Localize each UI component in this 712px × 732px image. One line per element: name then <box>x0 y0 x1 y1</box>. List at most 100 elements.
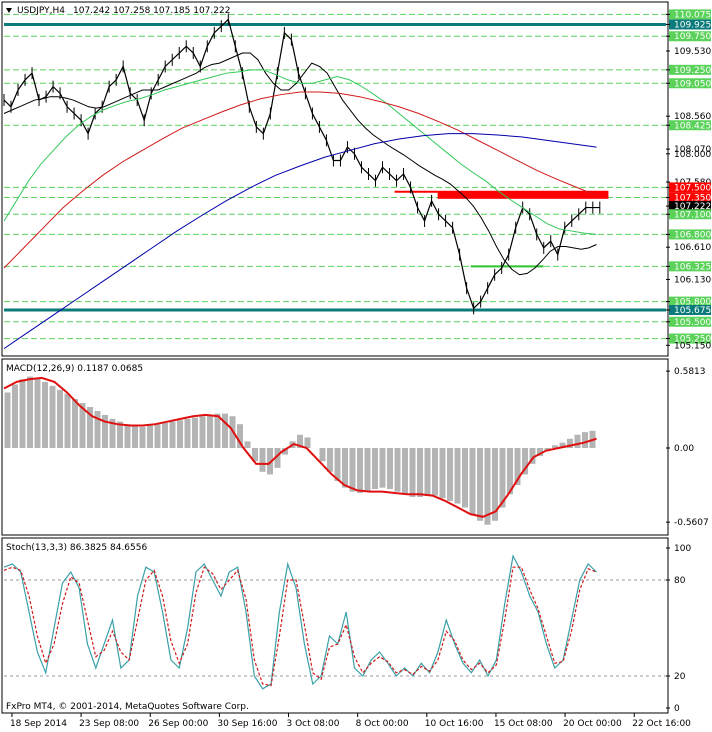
price-tick-label-bg <box>669 229 711 240</box>
price-tick-label-bg <box>669 296 711 307</box>
macd-histogram-bar <box>499 448 506 508</box>
macd-histogram-bar <box>26 376 33 448</box>
macd-histogram-bar <box>266 448 273 475</box>
price-tick-label-bg <box>669 201 711 212</box>
macd-histogram-bar <box>506 448 513 495</box>
macd-histogram-bar <box>559 442 566 448</box>
price-tick-label: 110.075 <box>674 10 711 20</box>
macd-histogram-bar <box>484 448 491 525</box>
macd-histogram-bar <box>341 448 348 488</box>
macd-histogram-bar <box>251 448 258 462</box>
macd-histogram-bar <box>101 414 108 448</box>
time-tick-label: 22 Oct 16:00 <box>632 719 691 729</box>
macd-histogram-bar <box>536 448 543 456</box>
macd-histogram-bar <box>139 426 146 448</box>
macd-histogram-bar <box>454 448 461 504</box>
macd-histogram-bar <box>184 418 191 448</box>
price-pane[interactable] <box>1 1 669 357</box>
macd-histogram-bar <box>439 448 446 499</box>
macd-histogram-bar <box>259 448 266 472</box>
price-tick-label: 106.610 <box>674 243 711 253</box>
macd-histogram-bar <box>19 379 26 448</box>
macd-histogram-bar <box>86 407 93 448</box>
price-series-ema-slow <box>3 91 597 269</box>
macd-histogram-bar <box>416 448 423 497</box>
macd-histogram-bar <box>71 399 78 448</box>
macd-histogram-bar <box>206 414 213 448</box>
macd-histogram-bar <box>491 448 498 521</box>
price-tick-label: 107.350 <box>674 193 711 203</box>
stoch-tick-label: 20 <box>674 672 686 682</box>
macd-histogram-bar <box>169 421 176 448</box>
time-tick-label: 3 Oct 08:00 <box>287 719 340 729</box>
macd-histogram-bar <box>409 448 416 497</box>
price-tick-label: 105.675 <box>674 306 711 316</box>
copyright-text: FxPro MT4, © 2001-2014, MetaQuotes Softw… <box>6 702 249 712</box>
stoch-tick-label: 0 <box>674 704 680 714</box>
resistance-zone <box>437 190 609 199</box>
macd-histogram-bar <box>476 448 483 521</box>
macd-histogram-bar <box>116 421 123 448</box>
price-tick-label: 109.750 <box>674 32 711 42</box>
price-tick-label: 109.925 <box>674 20 711 30</box>
time-tick-label: 30 Sep 16:00 <box>217 719 277 729</box>
macd-histogram-bar <box>56 389 63 448</box>
stoch-pane-title: Stoch(13,3,3) 86.3825 84.6556 <box>6 543 147 553</box>
macd-histogram-bar <box>446 448 453 501</box>
macd-signal-line <box>3 376 597 518</box>
macd-histogram-bar <box>431 448 438 496</box>
macd-histogram-bar <box>514 448 521 486</box>
price-tick-label: 108.560 <box>674 112 711 122</box>
macd-histogram-bar <box>521 448 528 475</box>
macd-histogram-bar <box>386 448 393 489</box>
price-tick-label-bg <box>669 192 711 203</box>
macd-histogram-bar <box>544 448 551 451</box>
macd-histogram-bar <box>236 424 243 448</box>
price-tick-label-bg <box>669 182 711 193</box>
ohlc-readout: 107.242 107.258 107.185 107.222 <box>73 6 230 16</box>
macd-histogram-bar <box>244 441 251 448</box>
price-tick-label-bg <box>669 31 711 42</box>
price-tick-label: 109.050 <box>674 79 711 89</box>
macd-histogram-bar <box>469 448 476 515</box>
macd-histogram-bar <box>371 448 378 489</box>
time-tick-label: 10 Oct 16:00 <box>425 719 484 729</box>
macd-histogram-bar <box>11 384 18 448</box>
macd-histogram-bar <box>461 448 468 508</box>
macd-histogram-bar <box>221 413 228 448</box>
price-tick-label-bg <box>669 261 711 272</box>
macd-histogram-bar <box>64 393 71 448</box>
stoch-k-line <box>3 554 597 690</box>
macd-histogram-bar <box>529 448 536 464</box>
time-tick-label: 20 Oct 00:00 <box>563 719 622 729</box>
macd-histogram-bar <box>304 437 311 448</box>
stochastic-pane[interactable] <box>1 537 669 714</box>
price-tick-label: 106.800 <box>674 230 711 240</box>
price-tick-label-bg <box>669 316 711 327</box>
macd-histogram-bar <box>296 434 303 448</box>
collapse-arrow-icon[interactable] <box>6 8 12 13</box>
macd-histogram-bar <box>79 403 86 448</box>
macd-tick-label: 0.00 <box>674 444 694 454</box>
price-tick-label: 106.325 <box>674 262 711 272</box>
price-tick-label: 105.800 <box>674 298 711 308</box>
time-tick-label: 18 Sep 2014 <box>10 719 67 729</box>
macd-histogram-bar <box>274 448 281 468</box>
macd-histogram-bar <box>161 422 168 448</box>
macd-pane-title: MACD(12,26,9) 0.1187 0.0685 <box>6 364 143 374</box>
macd-histogram-bar <box>574 434 581 448</box>
macd-histogram-bar <box>581 432 588 448</box>
price-tick-label: 106.130 <box>674 275 711 285</box>
macd-histogram-bar <box>281 448 288 455</box>
price-tick-label: 107.100 <box>674 210 711 220</box>
price-tick-label: 109.250 <box>674 66 711 76</box>
macd-histogram-bar <box>154 424 161 448</box>
price-tick-label-bg <box>669 209 711 220</box>
macd-histogram-bar <box>349 448 356 492</box>
price-pane-title: USDJPY,H4 <box>17 6 65 16</box>
time-tick-label: 15 Oct 08:00 <box>494 719 553 729</box>
macd-histogram-bar <box>364 448 371 492</box>
price-tick-label: 105.250 <box>674 335 711 345</box>
macd-histogram-bar <box>379 448 386 488</box>
